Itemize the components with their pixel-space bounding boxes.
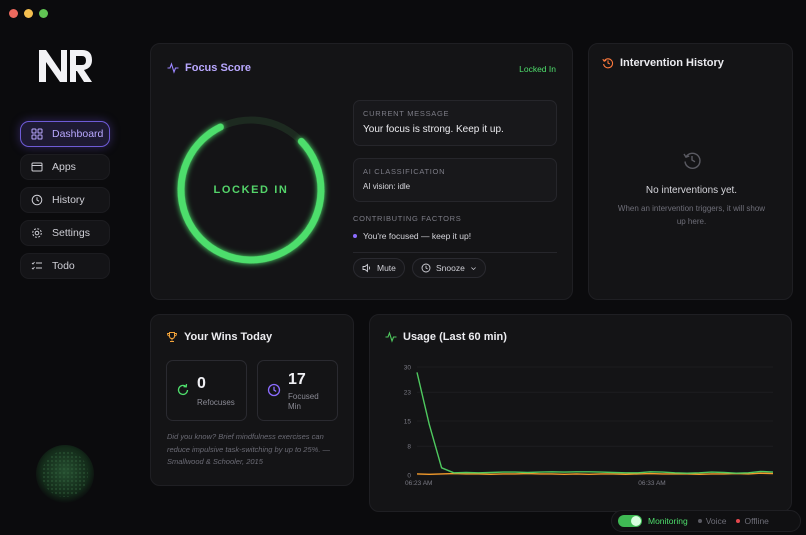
y-tick-label: 0: [407, 473, 411, 480]
trophy-icon: [167, 332, 177, 342]
contributing-factors: CONTRIBUTING FACTORS You're focused — ke…: [353, 214, 557, 241]
app-logo: [39, 50, 92, 82]
empty-state-title: No interventions yet.: [645, 185, 738, 196]
chevron-down-icon: [470, 266, 476, 270]
snooze-label: Snooze: [436, 263, 465, 273]
clock-icon: [267, 383, 281, 397]
pulse-icon: [167, 62, 179, 74]
y-tick-label: 8: [407, 444, 411, 451]
focus-score-title: Focus Score: [185, 62, 252, 74]
empty-state: No interventions yet. When an interventi…: [589, 150, 794, 228]
pulse-icon: [385, 331, 397, 343]
ai-classification-value: AI vision: idle: [363, 182, 411, 191]
divider: [353, 252, 557, 253]
maximize-window-button[interactable]: [39, 9, 48, 18]
factor-text: You're focused — keep it up!: [363, 231, 472, 241]
sidebar: Dashboard Apps History Settings Todo: [20, 121, 110, 279]
mute-button[interactable]: Mute: [353, 258, 405, 278]
intervention-history-title: Intervention History: [620, 57, 724, 69]
factor-item: You're focused — keep it up!: [353, 231, 557, 241]
refocuses-stat: 0 Refocuses: [166, 360, 247, 421]
refresh-icon: [177, 383, 189, 396]
wins-today-card: Your Wins Today 0 Refocuses 17 Focused M…: [150, 314, 354, 486]
current-message-text: Your focus is strong. Keep it up.: [363, 124, 504, 135]
offline-label: Offline: [744, 516, 769, 526]
sidebar-item-label: Dashboard: [52, 128, 104, 140]
snooze-button[interactable]: Snooze: [412, 258, 486, 278]
sidebar-item-dashboard[interactable]: Dashboard: [20, 121, 110, 147]
ai-classification-box: AI CLASSIFICATION AI vision: idle: [353, 158, 557, 202]
focus-status-text: Locked In: [519, 64, 556, 74]
x-tick-label: 06:33 AM: [638, 480, 665, 487]
bullet-icon: [353, 234, 357, 238]
monitoring-label: Monitoring: [648, 516, 688, 526]
x-tick-label: 06:23 AM: [405, 480, 432, 487]
refocuses-value: 0: [197, 375, 206, 392]
wins-today-title: Your Wins Today: [184, 331, 273, 343]
offline-status: Offline: [736, 516, 769, 526]
clock-icon: [421, 263, 431, 273]
y-tick-label: 23: [404, 390, 412, 397]
wins-today-header: Your Wins Today: [166, 331, 272, 343]
grid-icon: [31, 128, 43, 140]
empty-state-description: When an intervention triggers, it will s…: [617, 204, 766, 226]
usage-title: Usage (Last 60 min): [403, 331, 507, 343]
ai-classification-label: AI CLASSIFICATION: [363, 167, 446, 176]
focused-minutes-stat: 17 Focused Min: [257, 360, 338, 421]
contributing-factors-label: CONTRIBUTING FACTORS: [353, 214, 462, 223]
status-dot: [736, 519, 741, 523]
close-window-button[interactable]: [9, 9, 18, 18]
intervention-history-header: Intervention History: [602, 57, 724, 69]
voice-label: Voice: [705, 516, 727, 526]
status-bar: Monitoring Voice Offline: [611, 510, 801, 532]
focus-score-header: Focus Score: [167, 62, 251, 74]
intervention-history-card: Intervention History No interventions ye…: [588, 43, 793, 300]
focus-ring-progress: [177, 116, 325, 264]
focused-minutes-label-line1: Focused: [288, 392, 319, 401]
focus-ring-svg: [177, 116, 325, 264]
current-message-box: CURRENT MESSAGE Your focus is strong. Ke…: [353, 100, 557, 146]
y-tick-label: 15: [404, 419, 412, 426]
y-tick-label: 30: [404, 365, 412, 372]
mute-label: Mute: [377, 263, 396, 273]
monitoring-switch[interactable]: [618, 515, 642, 527]
refocuses-label: Refocuses: [197, 398, 235, 407]
usage-chart: 30 23 15 8 006:23 AM 06:33 AM: [404, 365, 774, 487]
mindfulness-fact: Did you know? Brief mindfulness exercise…: [167, 432, 330, 466]
sidebar-item-label: Todo: [52, 260, 75, 272]
sidebar-item-history[interactable]: History: [20, 187, 110, 213]
voice-status[interactable]: Voice: [697, 516, 727, 526]
gear-icon: [32, 228, 42, 238]
series-line-green: [416, 372, 774, 474]
history-icon: [682, 152, 701, 169]
focused-minutes-value: 17: [288, 371, 306, 388]
minimize-window-button[interactable]: [24, 9, 33, 18]
sidebar-item-label: Settings: [52, 227, 90, 239]
clock-icon: [31, 194, 43, 206]
sidebar-item-settings[interactable]: Settings: [20, 220, 110, 246]
usage-header: Usage (Last 60 min): [385, 331, 507, 343]
window-controls: [9, 9, 48, 18]
sidebar-item-label: Apps: [52, 161, 76, 173]
window-icon: [31, 162, 43, 172]
usage-card: Usage (Last 60 min) 30 23 15 8 0 06:23 AM 06:3…: [369, 314, 792, 512]
sidebar-item-label: History: [52, 194, 85, 206]
checklist-icon: [31, 261, 42, 270]
monitoring-toggle[interactable]: Monitoring: [618, 515, 688, 527]
focus-score-card: Focus Score Locked In LOCKED IN CURRENT …: [150, 43, 573, 300]
speaker-icon: [362, 263, 371, 273]
focus-ring: LOCKED IN: [171, 108, 331, 272]
sidebar-item-apps[interactable]: Apps: [20, 154, 110, 180]
status-dot: [697, 519, 702, 523]
series-line-orange: [416, 472, 774, 476]
globe-graphic: [36, 445, 94, 503]
history-icon: [602, 58, 614, 69]
focus-ring-label: LOCKED IN: [213, 184, 289, 196]
current-message-label: CURRENT MESSAGE: [363, 109, 450, 118]
sidebar-item-todo[interactable]: Todo: [20, 253, 110, 279]
focused-minutes-label-line2: Min: [288, 402, 301, 411]
